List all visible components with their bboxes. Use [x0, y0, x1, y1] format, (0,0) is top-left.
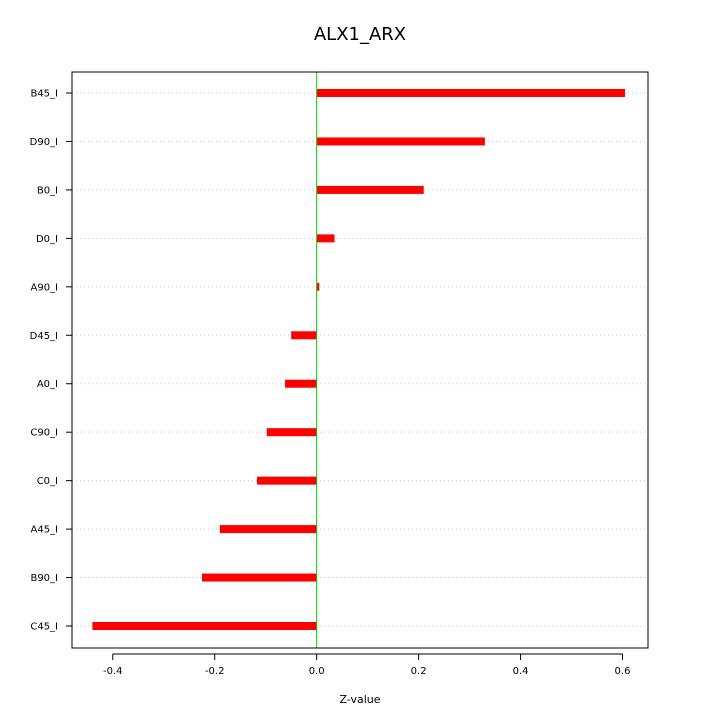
x-tick-label: -0.4 [103, 666, 123, 677]
x-tick-label: 0.2 [411, 666, 427, 677]
bar-b45-i [316, 89, 626, 97]
y-tick-label: A90_I [30, 282, 58, 293]
bars [92, 89, 626, 630]
y-tick-label: A0_I [37, 379, 58, 390]
y-tick-label: C90_I [30, 428, 58, 439]
bar-c90-i [266, 428, 317, 437]
bar-d0-i [316, 234, 335, 243]
x-tick-label: 0.6 [615, 666, 631, 677]
y-tick-label: C45_I [30, 622, 58, 633]
bar-c0-i [257, 476, 317, 485]
x-axis-title: Z-value [339, 693, 380, 706]
chart-title: ALX1_ARX [314, 24, 406, 45]
bar-d45-i [291, 331, 317, 340]
bar-a0-i [285, 379, 317, 388]
y-tick-label: A45_I [30, 525, 58, 536]
bar-c45-i [92, 622, 317, 630]
grid-lines [72, 92, 648, 627]
plot-frame [71, 71, 649, 649]
y-tick-label: B45_I [30, 89, 58, 100]
bar-a45-i [219, 525, 317, 534]
y-tick-label: D0_I [36, 234, 58, 245]
bar-b90-i [201, 573, 317, 582]
y-tick-label: D45_I [30, 331, 58, 342]
x-tick-label: 0.0 [309, 666, 325, 677]
y-tick-label: C0_I [37, 476, 58, 487]
x-tick-label: 0.4 [513, 666, 529, 677]
y-tick-label: D90_I [30, 137, 58, 148]
bar-d90-i [316, 137, 485, 146]
x-tick-label: -0.2 [205, 666, 225, 677]
bar-a90-i [316, 282, 320, 291]
x-axis: -0.4 -0.2 0.0 0.2 0.4 0.6 [103, 653, 631, 677]
y-axis: B45_I D90_I B0_I D0_I A90_I D45_I A0_I C90_I C0_… [30, 89, 72, 633]
y-tick-label: B0_I [37, 185, 58, 196]
y-tick-label: B90_I [30, 573, 58, 584]
bar-b0-i [316, 185, 424, 194]
